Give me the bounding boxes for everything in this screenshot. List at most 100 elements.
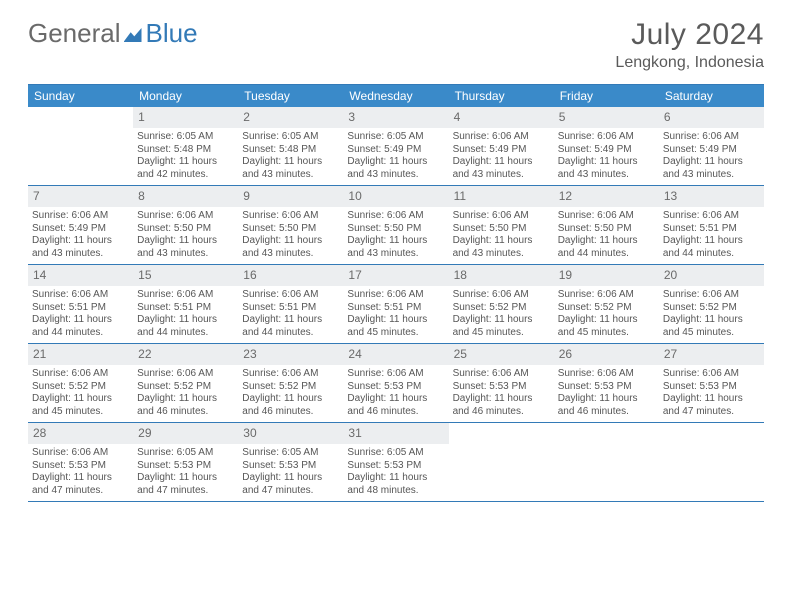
day-number: 15 (133, 265, 238, 286)
sunrise-text: Sunrise: 6:05 AM (137, 447, 234, 460)
day-number: 8 (133, 186, 238, 207)
sunset-text: Sunset: 5:52 PM (558, 302, 655, 315)
daylight-text: Daylight: 11 hours and 43 minutes. (663, 156, 760, 181)
day-number: 9 (238, 186, 343, 207)
day-of-week-header: SundayMondayTuesdayWednesdayThursdayFrid… (28, 85, 764, 107)
daylight-text: Daylight: 11 hours and 44 minutes. (663, 235, 760, 260)
day-cell: 11Sunrise: 6:06 AMSunset: 5:50 PMDayligh… (449, 186, 554, 264)
daylight-text: Daylight: 11 hours and 44 minutes. (32, 314, 129, 339)
sunset-text: Sunset: 5:53 PM (32, 460, 129, 473)
header: General Blue July 2024 Lengkong, Indones… (28, 18, 764, 72)
day-cell: 13Sunrise: 6:06 AMSunset: 5:51 PMDayligh… (659, 186, 764, 264)
daylight-text: Daylight: 11 hours and 45 minutes. (453, 314, 550, 339)
sunset-text: Sunset: 5:49 PM (32, 223, 129, 236)
empty-cell (449, 423, 554, 501)
dow-sunday: Sunday (28, 85, 133, 107)
month-title: July 2024 (615, 18, 764, 52)
sunrise-text: Sunrise: 6:06 AM (32, 289, 129, 302)
week-row: 7Sunrise: 6:06 AMSunset: 5:49 PMDaylight… (28, 186, 764, 265)
dow-wednesday: Wednesday (343, 85, 448, 107)
logo: General Blue (28, 18, 198, 49)
sunrise-text: Sunrise: 6:06 AM (663, 289, 760, 302)
day-cell: 31Sunrise: 6:05 AMSunset: 5:53 PMDayligh… (343, 423, 448, 501)
sunrise-text: Sunrise: 6:06 AM (663, 210, 760, 223)
day-cell: 29Sunrise: 6:05 AMSunset: 5:53 PMDayligh… (133, 423, 238, 501)
sunrise-text: Sunrise: 6:06 AM (453, 210, 550, 223)
sunrise-text: Sunrise: 6:06 AM (32, 210, 129, 223)
day-number: 24 (343, 344, 448, 365)
day-number: 18 (449, 265, 554, 286)
week-row: 1Sunrise: 6:05 AMSunset: 5:48 PMDaylight… (28, 107, 764, 186)
sunrise-text: Sunrise: 6:06 AM (558, 289, 655, 302)
day-number: 29 (133, 423, 238, 444)
week-row: 28Sunrise: 6:06 AMSunset: 5:53 PMDayligh… (28, 423, 764, 502)
sunset-text: Sunset: 5:48 PM (242, 144, 339, 157)
day-number: 30 (238, 423, 343, 444)
daylight-text: Daylight: 11 hours and 43 minutes. (347, 156, 444, 181)
day-number: 26 (554, 344, 659, 365)
day-number (28, 107, 133, 128)
sunrise-text: Sunrise: 6:06 AM (663, 131, 760, 144)
day-cell: 16Sunrise: 6:06 AMSunset: 5:51 PMDayligh… (238, 265, 343, 343)
day-cell: 25Sunrise: 6:06 AMSunset: 5:53 PMDayligh… (449, 344, 554, 422)
sunset-text: Sunset: 5:51 PM (347, 302, 444, 315)
sunrise-text: Sunrise: 6:06 AM (347, 289, 444, 302)
day-cell: 2Sunrise: 6:05 AMSunset: 5:48 PMDaylight… (238, 107, 343, 185)
sunrise-text: Sunrise: 6:06 AM (137, 289, 234, 302)
daylight-text: Daylight: 11 hours and 43 minutes. (32, 235, 129, 260)
day-cell: 18 Sunrise: 6:06 AMSunset: 5:52 PMDayligh… (449, 265, 554, 343)
sunset-text: Sunset: 5:49 PM (453, 144, 550, 157)
sunrise-text: Sunrise: 6:06 AM (347, 210, 444, 223)
sunrise-text: Sunrise: 6:06 AM (663, 368, 760, 381)
sunrise-text: Sunrise: 6:06 AM (347, 368, 444, 381)
daylight-text: Daylight: 11 hours and 44 minutes. (137, 314, 234, 339)
day-cell: 14Sunrise: 6:06 AMSunset: 5:51 PMDayligh… (28, 265, 133, 343)
calendar: SundayMondayTuesdayWednesdayThursdayFrid… (28, 84, 764, 502)
empty-cell (28, 107, 133, 185)
sunrise-text: Sunrise: 6:06 AM (453, 131, 550, 144)
empty-cell (554, 423, 659, 501)
sunrise-text: Sunrise: 6:06 AM (453, 289, 550, 302)
daylight-text: Daylight: 11 hours and 43 minutes. (137, 235, 234, 260)
day-cell: 26Sunrise: 6:06 AMSunset: 5:53 PMDayligh… (554, 344, 659, 422)
day-number: 27 (659, 344, 764, 365)
sunset-text: Sunset: 5:51 PM (663, 223, 760, 236)
daylight-text: Daylight: 11 hours and 47 minutes. (32, 472, 129, 497)
daylight-text: Daylight: 11 hours and 46 minutes. (453, 393, 550, 418)
sunset-text: Sunset: 5:51 PM (137, 302, 234, 315)
daylight-text: Daylight: 11 hours and 43 minutes. (242, 156, 339, 181)
day-number: 3 (343, 107, 448, 128)
daylight-text: Daylight: 11 hours and 48 minutes. (347, 472, 444, 497)
day-number: 4 (449, 107, 554, 128)
daylight-text: Daylight: 11 hours and 43 minutes. (242, 235, 339, 260)
day-cell: 12Sunrise: 6:06 AMSunset: 5:50 PMDayligh… (554, 186, 659, 264)
sunset-text: Sunset: 5:49 PM (663, 144, 760, 157)
sunset-text: Sunset: 5:50 PM (242, 223, 339, 236)
sunset-text: Sunset: 5:52 PM (32, 381, 129, 394)
day-cell: 9Sunrise: 6:06 AMSunset: 5:50 PMDaylight… (238, 186, 343, 264)
sunset-text: Sunset: 5:53 PM (347, 381, 444, 394)
day-number: 16 (238, 265, 343, 286)
daylight-text: Daylight: 11 hours and 43 minutes. (347, 235, 444, 260)
sunset-text: Sunset: 5:53 PM (137, 460, 234, 473)
daylight-text: Daylight: 11 hours and 46 minutes. (558, 393, 655, 418)
sunset-text: Sunset: 5:51 PM (32, 302, 129, 315)
sunset-text: Sunset: 5:52 PM (137, 381, 234, 394)
sunrise-text: Sunrise: 6:05 AM (347, 131, 444, 144)
sunset-text: Sunset: 5:52 PM (453, 302, 550, 315)
day-number: 5 (554, 107, 659, 128)
sunset-text: Sunset: 5:51 PM (242, 302, 339, 315)
sunrise-text: Sunrise: 6:06 AM (137, 210, 234, 223)
sunset-text: Sunset: 5:49 PM (347, 144, 444, 157)
day-number: 23 (238, 344, 343, 365)
dow-thursday: Thursday (449, 85, 554, 107)
daylight-text: Daylight: 11 hours and 47 minutes. (663, 393, 760, 418)
daylight-text: Daylight: 11 hours and 45 minutes. (663, 314, 760, 339)
day-cell: 22Sunrise: 6:06 AMSunset: 5:52 PMDayligh… (133, 344, 238, 422)
sunrise-text: Sunrise: 6:05 AM (242, 447, 339, 460)
day-number: 22 (133, 344, 238, 365)
sunset-text: Sunset: 5:53 PM (558, 381, 655, 394)
daylight-text: Daylight: 11 hours and 47 minutes. (242, 472, 339, 497)
day-number: 17 (343, 265, 448, 286)
dow-friday: Friday (554, 85, 659, 107)
